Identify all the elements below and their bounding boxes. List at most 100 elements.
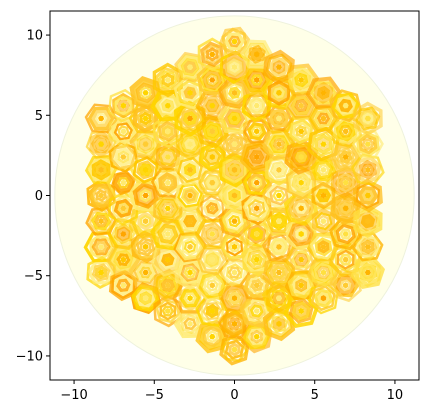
hexagon-core [187, 295, 193, 302]
hexagon-core [364, 244, 371, 250]
hexagon-core [365, 218, 371, 225]
hexagon-ring [161, 253, 175, 267]
hexagon-core [298, 76, 304, 84]
hexagon-ring [90, 135, 112, 154]
hexagon-ring [113, 147, 133, 167]
hexagon-marker [308, 154, 339, 186]
hexagon-marker [305, 76, 342, 110]
hexagon-core [342, 102, 349, 109]
hexagon-ring [295, 278, 308, 293]
hexagon-ring [265, 209, 293, 233]
hexagon-core [298, 282, 305, 289]
hexagon-ring [221, 131, 248, 157]
hexagon-ring [205, 124, 220, 139]
hexagon-ring [181, 237, 199, 257]
hexagon-core [142, 243, 149, 250]
hexagon-ring [227, 111, 242, 126]
hexagon-core [120, 179, 127, 186]
hexagon-ring [224, 339, 245, 360]
hexagon-ring [176, 54, 204, 81]
hexagon-ring [358, 238, 378, 256]
hexagon-ring [95, 189, 108, 202]
hexagon-core [187, 115, 194, 122]
hexagon-ring [272, 137, 286, 151]
hexagon-core [254, 205, 260, 212]
hexagon-ring [358, 108, 378, 129]
hexagon-core [231, 64, 238, 71]
hexagon-ring [201, 95, 223, 116]
hexagon-core [142, 115, 149, 122]
hexagon-ring [91, 211, 112, 231]
hexagon-ring [268, 135, 290, 154]
hexagon-core [320, 166, 327, 173]
hexagon-core [120, 205, 127, 212]
hexagon-ring [206, 330, 219, 344]
hexagon-ring [136, 160, 156, 180]
hexagon-core [342, 128, 349, 135]
hexagon-ring [111, 170, 136, 196]
hexagon-ring [334, 172, 357, 193]
hexagon-ring [350, 153, 385, 186]
hexagon-ring [180, 83, 200, 103]
hexagon-core [342, 282, 349, 289]
hexagon-marker [329, 89, 362, 123]
hexagon-core [98, 244, 105, 250]
hexagon-core [164, 154, 171, 160]
hexagon-ring [161, 305, 175, 317]
hexagon-ring [360, 265, 375, 280]
hexagon-ring [228, 342, 241, 357]
hexagon-ring [250, 253, 264, 266]
x-tick-label: 0 [230, 388, 238, 403]
hexagon-ring [160, 278, 176, 293]
hexagon-ring [316, 85, 330, 100]
hexagon-ring [250, 176, 263, 190]
hexagon-ring [224, 133, 245, 155]
hexagon-core [320, 295, 327, 302]
hexagon-core [187, 243, 193, 250]
hexagon-ring [361, 137, 375, 151]
hexagon-ring [228, 188, 241, 203]
hexagon-ring [269, 288, 289, 308]
hexagon-ring [203, 224, 222, 244]
hexagon-marker [353, 204, 383, 238]
hexagon-ring [201, 45, 223, 64]
hexagon-ring [358, 210, 378, 232]
hexagon-core [120, 128, 127, 135]
hexagon-ring [157, 223, 179, 245]
hexagon-ring [135, 82, 156, 104]
hexagon-ring [116, 253, 131, 266]
hexagon-ring [268, 238, 289, 256]
hexagon-ring [116, 226, 131, 242]
hexagon-ring [314, 237, 333, 257]
hexagon-ring [265, 260, 293, 285]
hexagon-ring [139, 86, 152, 100]
hexagon-marker [351, 130, 384, 159]
hexagon-ring [290, 146, 312, 168]
hexagon-core [209, 256, 215, 263]
hexagon-ring [250, 74, 264, 86]
hexagon-ring [294, 202, 308, 215]
hexagon-ring [290, 250, 312, 269]
hexagon-core [164, 256, 171, 263]
hexagon-ring [182, 111, 198, 126]
hexagon-core [364, 115, 371, 122]
hexagon-ring [225, 237, 244, 257]
hexagon-ring [350, 255, 386, 290]
hexagon-ring [249, 304, 264, 318]
hexagon-ring [316, 265, 331, 280]
hexagon-ring [305, 76, 342, 110]
hexagon-ring [338, 150, 353, 164]
hexagon-ring [289, 118, 314, 145]
hexagon-ring [94, 240, 108, 254]
hexagon-ring [245, 327, 268, 347]
hexagon-ring [158, 172, 178, 194]
hexagon-ring [132, 182, 159, 209]
hexagon-ring [225, 82, 244, 103]
hexagon-ring [202, 69, 223, 91]
hexagon-core [275, 192, 282, 199]
hexagon-ring [180, 58, 200, 77]
y-axis-ticks: −10 −5 0 5 10 [16, 29, 50, 364]
hexagon-ring [250, 125, 264, 138]
hexagon-ring [113, 223, 133, 245]
hexagon-ring [246, 172, 267, 193]
